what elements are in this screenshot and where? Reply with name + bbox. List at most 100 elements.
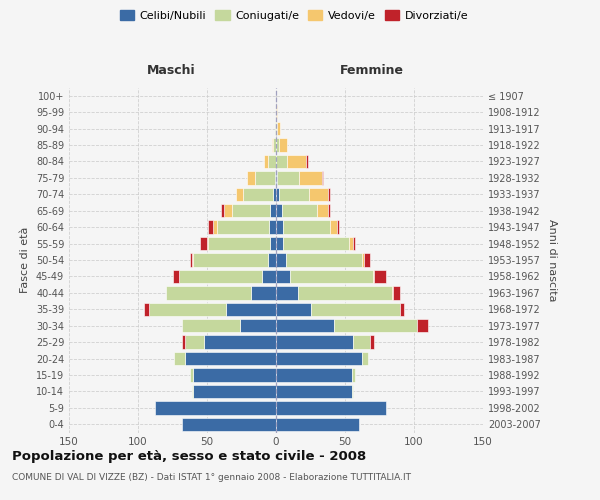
Bar [276, 204, 281, 218]
Bar [352, 368, 355, 382]
Bar [364, 254, 370, 266]
Bar [276, 270, 290, 283]
Bar [328, 204, 330, 218]
Bar [277, 171, 299, 184]
Bar [353, 336, 370, 349]
Bar [174, 352, 185, 366]
Bar [276, 237, 283, 250]
Bar [226, 302, 276, 316]
Bar [309, 188, 328, 201]
Bar [276, 138, 279, 151]
Bar [373, 270, 374, 283]
Bar [279, 188, 309, 201]
Bar [374, 270, 386, 283]
Bar [182, 336, 185, 349]
Bar [243, 188, 273, 201]
Bar [190, 254, 192, 266]
Bar [193, 368, 276, 382]
Bar [352, 384, 353, 398]
Bar [179, 270, 262, 283]
Bar [149, 302, 226, 316]
Bar [236, 188, 243, 201]
Bar [276, 154, 287, 168]
Bar [417, 319, 428, 332]
Bar [276, 286, 298, 300]
Bar [271, 204, 276, 218]
Bar [276, 106, 277, 119]
Bar [276, 188, 279, 201]
Bar [247, 171, 256, 184]
Bar [353, 237, 355, 250]
Bar [232, 204, 271, 218]
Bar [317, 204, 328, 218]
Bar [190, 368, 193, 382]
Bar [208, 237, 271, 250]
Bar [185, 352, 276, 366]
Bar [273, 188, 276, 201]
Bar [277, 122, 280, 136]
Bar [276, 319, 334, 332]
Bar [193, 384, 276, 398]
Bar [271, 237, 276, 250]
Bar [290, 270, 373, 283]
Bar [268, 154, 276, 168]
Bar [287, 154, 307, 168]
Bar [276, 336, 353, 349]
Bar [394, 286, 400, 300]
Bar [224, 204, 232, 218]
Bar [337, 220, 340, 234]
Legend: Celibi/Nubili, Coniugati/e, Vedovi/e, Divorziati/e: Celibi/Nubili, Coniugati/e, Vedovi/e, Di… [115, 6, 473, 25]
Bar [263, 154, 268, 168]
Bar [370, 336, 374, 349]
Bar [212, 220, 217, 234]
Bar [269, 220, 276, 234]
Bar [166, 286, 251, 300]
Bar [185, 336, 204, 349]
Bar [392, 286, 394, 300]
Bar [281, 204, 317, 218]
Bar [330, 220, 337, 234]
Bar [240, 319, 276, 332]
Bar [143, 302, 149, 316]
Bar [173, 270, 179, 283]
Bar [182, 319, 240, 332]
Bar [200, 237, 207, 250]
Bar [299, 171, 322, 184]
Bar [204, 336, 276, 349]
Bar [328, 188, 330, 201]
Bar [275, 171, 276, 184]
Bar [262, 270, 276, 283]
Bar [276, 171, 277, 184]
Bar [208, 220, 212, 234]
Bar [362, 352, 368, 366]
Bar [276, 401, 386, 414]
Bar [322, 171, 323, 184]
Bar [273, 138, 276, 151]
Bar [272, 138, 273, 151]
Bar [362, 254, 364, 266]
Y-axis label: Fasce di età: Fasce di età [20, 227, 30, 293]
Bar [276, 302, 311, 316]
Bar [276, 352, 362, 366]
Bar [311, 302, 400, 316]
Y-axis label: Anni di nascita: Anni di nascita [547, 218, 557, 301]
Bar [276, 220, 283, 234]
Bar [268, 254, 276, 266]
Bar [349, 237, 353, 250]
Bar [334, 319, 417, 332]
Bar [256, 171, 275, 184]
Bar [182, 418, 276, 431]
Bar [221, 204, 224, 218]
Bar [286, 254, 362, 266]
Bar [307, 154, 308, 168]
Text: Popolazione per età, sesso e stato civile - 2008: Popolazione per età, sesso e stato civil… [12, 450, 366, 463]
Bar [207, 237, 208, 250]
Bar [276, 418, 359, 431]
Bar [192, 254, 193, 266]
Bar [251, 286, 276, 300]
Bar [276, 368, 352, 382]
Text: Femmine: Femmine [340, 64, 404, 78]
Bar [217, 220, 269, 234]
Bar [276, 254, 286, 266]
Bar [193, 254, 268, 266]
